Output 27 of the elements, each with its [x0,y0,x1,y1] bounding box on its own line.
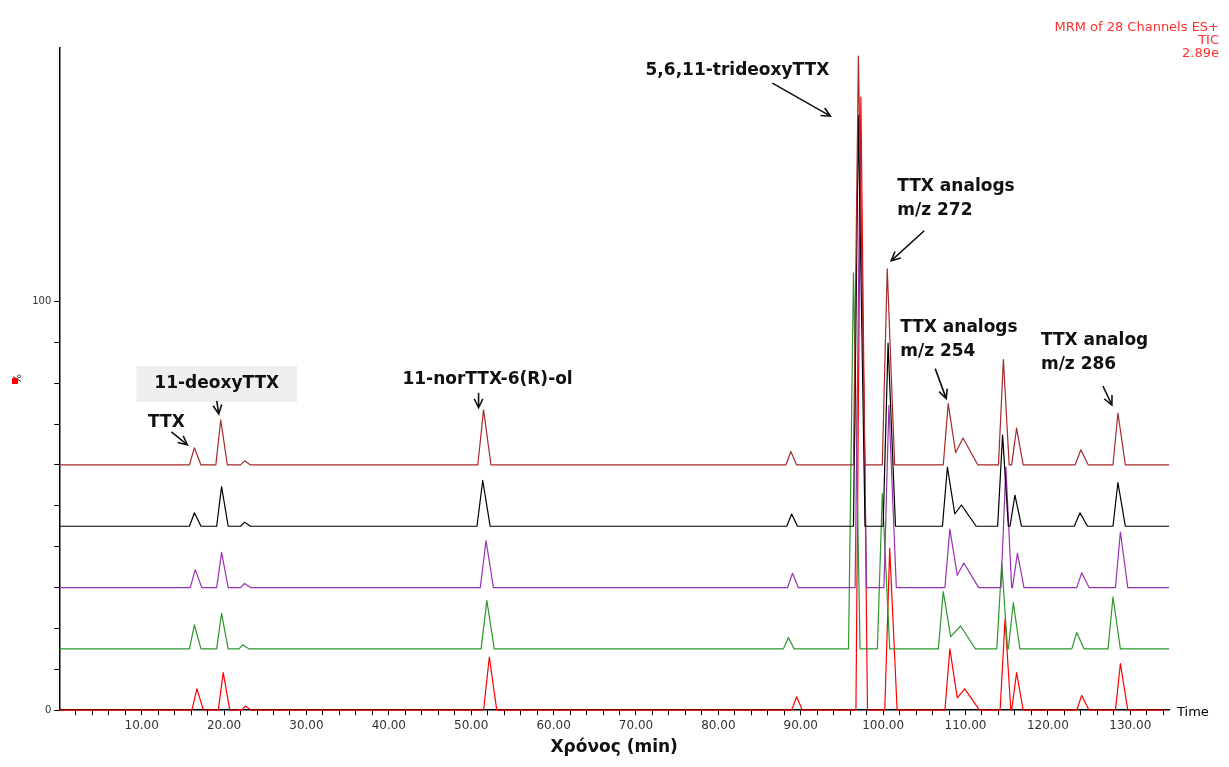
x-tick-label: 80.00 [701,717,736,732]
x-tick-label: 110.00 [944,717,987,732]
annotation: TTX analogs m/z 254 [900,316,1018,361]
x-tick-label: 40.00 [371,717,406,732]
x-tick-label: 100.00 [862,717,905,732]
x-tick-label: 50.00 [454,717,489,732]
text: MRM of 28 Channels ES+ [1054,19,1219,35]
x-tick-label: 120.00 [1026,717,1069,732]
text: Time [1176,703,1209,719]
annotation: TTX [148,411,185,432]
annotation: 5,6,11-trideoxyTTX [645,58,830,79]
y-tick-label: 100 [32,295,52,307]
text: TIC [1197,32,1219,48]
annotation: TTX analog m/z 286 [1040,329,1149,374]
x-axis-title: Χρόνος (min) [550,736,678,757]
x-tick-label: 20.00 [206,717,242,732]
x-tick-label: 10.00 [124,717,159,732]
text: 2.89e [1182,45,1219,61]
x-tick-label: 30.00 [289,717,324,732]
annotation: 11-deoxyTTX [154,372,280,393]
y-tick-label: 0 [44,703,52,715]
annotation: 11-norTTX-6(R)-ol [402,368,573,389]
annotation: TTX analogs m/z 272 [897,175,1015,220]
x-tick-label: 60.00 [536,717,571,732]
x-tick-label: 90.00 [783,717,818,732]
x-tick-label: 130.00 [1109,717,1152,732]
x-tick-label: 70.00 [618,717,654,732]
